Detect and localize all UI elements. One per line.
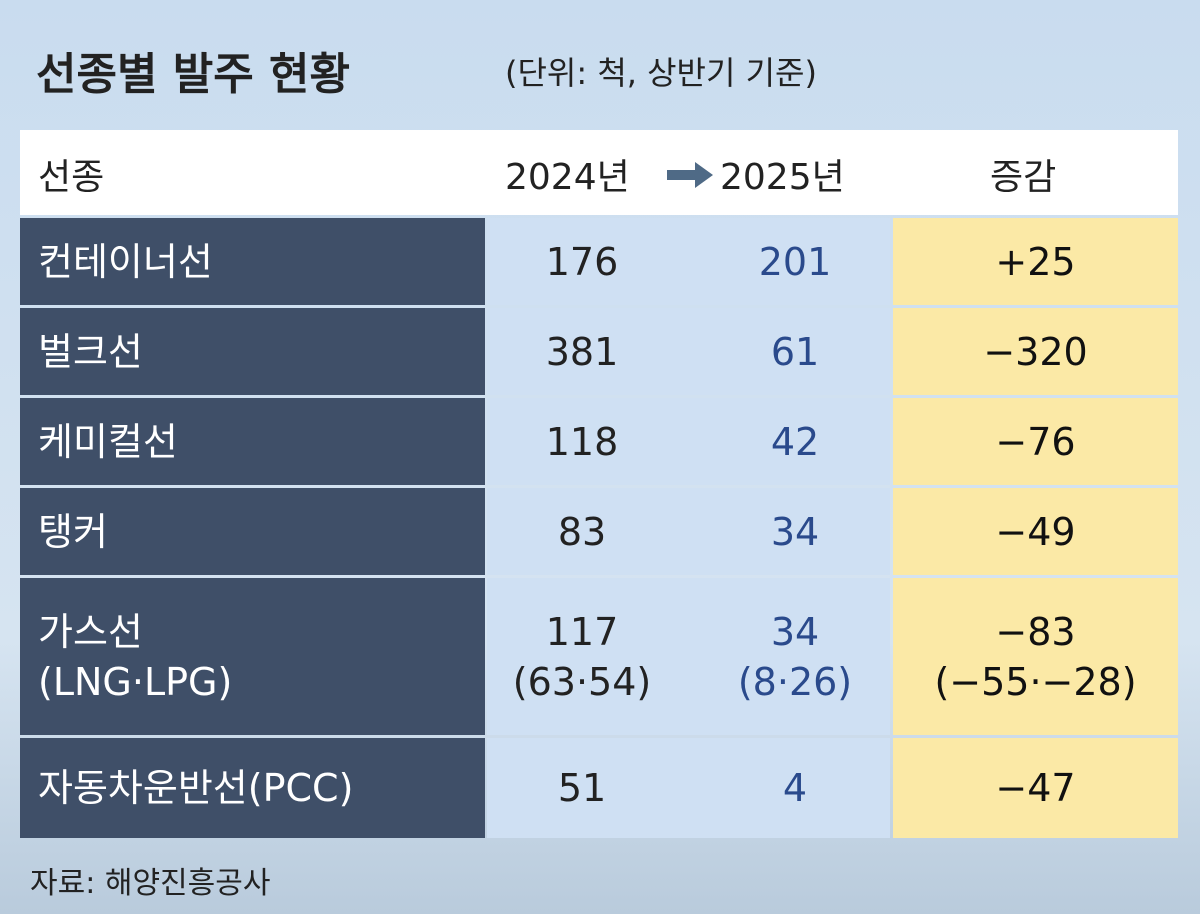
type-cell: 컨테이너선 bbox=[20, 218, 485, 305]
type-cell: 탱커 bbox=[20, 488, 485, 575]
source: 자료: 해양진흥공사 bbox=[30, 866, 271, 901]
cell-text: 83 bbox=[557, 509, 607, 554]
value-column: 176 bbox=[482, 218, 682, 305]
header-row bbox=[20, 130, 1178, 215]
value-column: 4 bbox=[695, 738, 895, 838]
unit-note: (단위: 척, 상반기 기준) bbox=[505, 54, 817, 92]
value-cell: 118 42 bbox=[487, 398, 890, 485]
value-column: 61 bbox=[695, 308, 895, 395]
cell-text: (8·26) bbox=[737, 659, 853, 704]
cell-text: −83 bbox=[995, 609, 1076, 654]
cell-text: 381 bbox=[545, 329, 619, 374]
type-cell: 벌크선 bbox=[20, 308, 485, 395]
cell-text: 자동차운반선(PCC) bbox=[38, 766, 354, 810]
title: 선종별 발주 현황 bbox=[36, 49, 350, 100]
cell-text: 176 bbox=[545, 239, 619, 284]
cell-text: 51 bbox=[557, 766, 607, 810]
change-cell: −76 bbox=[893, 398, 1178, 485]
cell-text: 34 bbox=[770, 609, 820, 654]
value-column: 118 bbox=[482, 398, 682, 485]
change-cell: +25 bbox=[893, 218, 1178, 305]
value-cell: 176 201 bbox=[487, 218, 890, 305]
cell-text: (63·54) bbox=[512, 659, 652, 704]
value-column: 51 bbox=[482, 738, 682, 838]
cell-text: 201 bbox=[758, 239, 832, 284]
cell-text: −49 bbox=[995, 509, 1076, 554]
cell-text: 벌크선 bbox=[38, 329, 143, 374]
cell-text: −76 bbox=[995, 419, 1076, 464]
column-header: 증감 bbox=[990, 157, 1057, 198]
change-cell: −47 bbox=[893, 738, 1178, 838]
change-cell: −49 bbox=[893, 488, 1178, 575]
value-cell: 117 (63·54) 34 (8·26) bbox=[487, 578, 890, 735]
value-column: 381 bbox=[482, 308, 682, 395]
cell-text: 가스선 bbox=[38, 609, 143, 654]
type-cell: 케미컬선 bbox=[20, 398, 485, 485]
change-cell: −320 bbox=[893, 308, 1178, 395]
arrow bbox=[667, 162, 713, 188]
cell-text: (LNG·LPG) bbox=[38, 659, 233, 704]
column-header: 선종 bbox=[38, 157, 105, 198]
column-header: 2024년 bbox=[505, 157, 630, 198]
cell-text: 탱커 bbox=[38, 509, 108, 554]
cell-text: 34 bbox=[770, 509, 820, 554]
cell-text: 4 bbox=[782, 766, 808, 810]
cell-text: −47 bbox=[995, 766, 1076, 810]
cell-text: 케미컬선 bbox=[38, 419, 178, 464]
type-cell: 자동차운반선(PCC) bbox=[20, 738, 485, 838]
cell-text: 118 bbox=[545, 419, 619, 464]
column-header: 2025년 bbox=[720, 157, 845, 198]
value-column: 83 bbox=[482, 488, 682, 575]
cell-text: 42 bbox=[770, 419, 820, 464]
cell-text: 117 bbox=[545, 609, 619, 654]
cell-text: 컨테이너선 bbox=[38, 239, 213, 284]
value-column: 117 (63·54) bbox=[482, 578, 682, 735]
value-cell: 51 4 bbox=[487, 738, 890, 838]
value-cell: 83 34 bbox=[487, 488, 890, 575]
cell-text: −320 bbox=[983, 329, 1088, 374]
value-cell: 381 61 bbox=[487, 308, 890, 395]
change-cell: −83 (−55·−28) bbox=[893, 578, 1178, 735]
value-column: 34 bbox=[695, 488, 895, 575]
value-column: 201 bbox=[695, 218, 895, 305]
cell-text: +25 bbox=[995, 239, 1076, 284]
type-cell: 가스선 (LNG·LPG) bbox=[20, 578, 485, 735]
value-column: 42 bbox=[695, 398, 895, 485]
cell-text: (−55·−28) bbox=[934, 659, 1137, 704]
cell-text: 61 bbox=[770, 329, 820, 374]
value-column: 34 (8·26) bbox=[695, 578, 895, 735]
